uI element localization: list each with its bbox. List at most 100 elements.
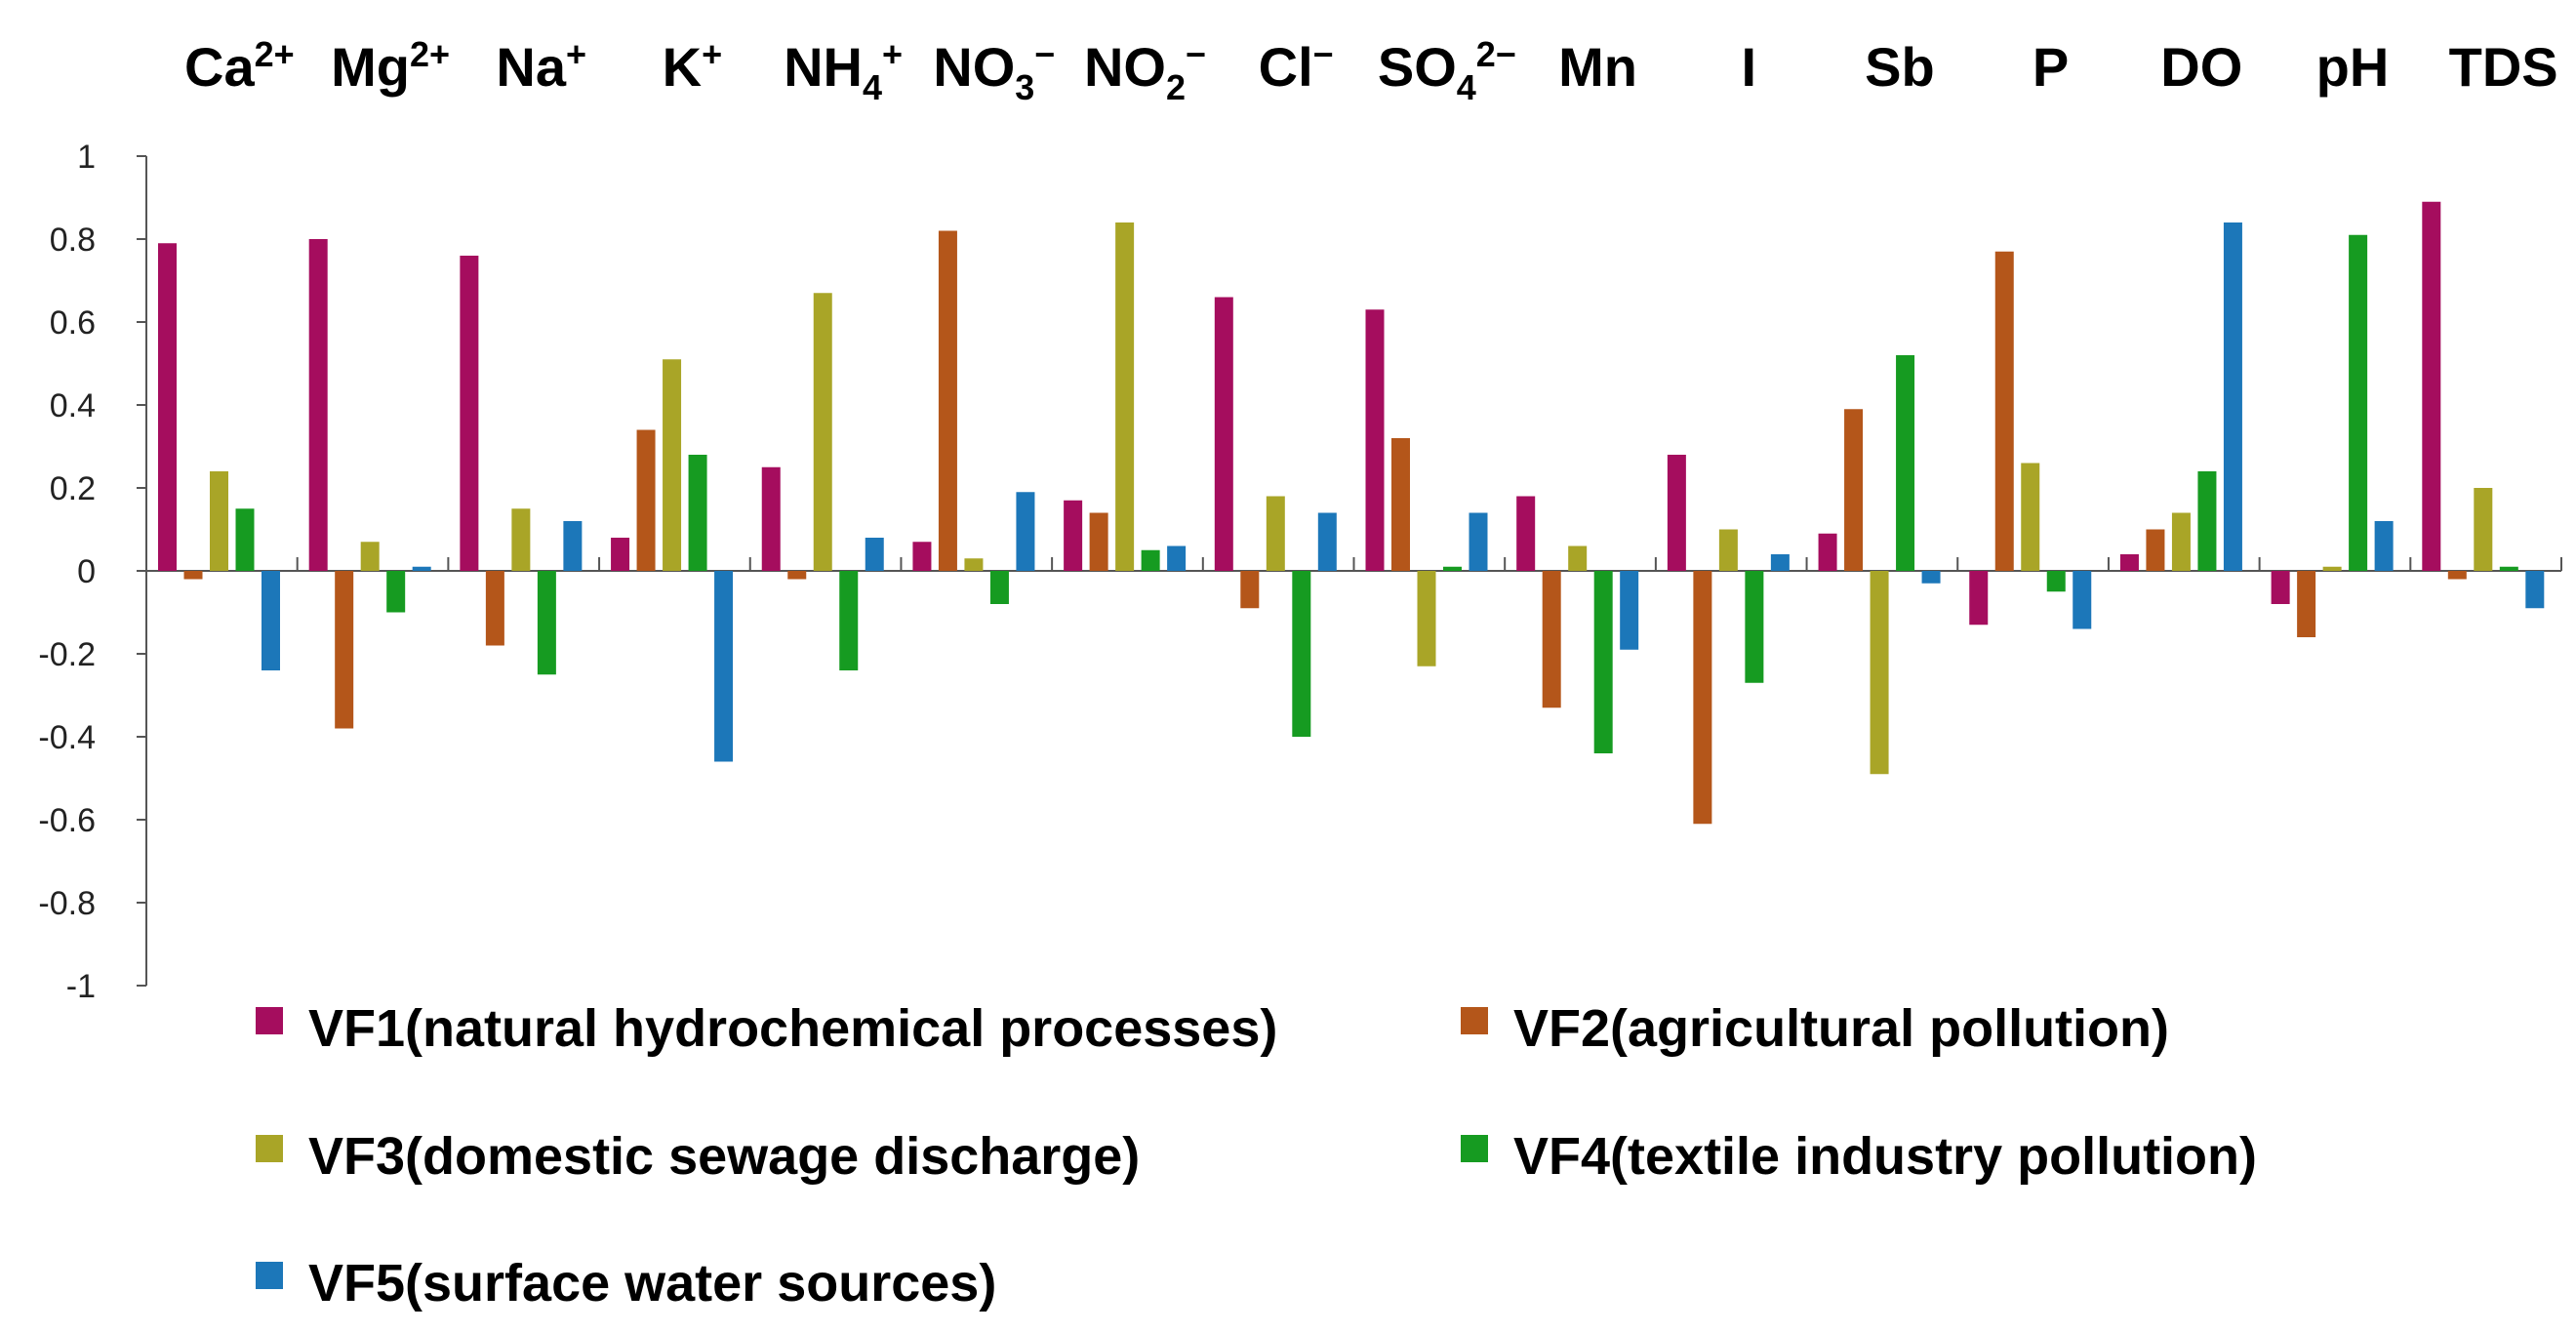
bar-vf4-tds — [2499, 566, 2518, 571]
y-tick-label: -0.2 — [38, 636, 96, 673]
bar-vf3-no2 — [1115, 222, 1135, 571]
bar-vf2-cl — [1240, 571, 1260, 609]
category-label-ca: Ca2+ — [184, 34, 295, 98]
bar-vf2-i — [1693, 571, 1712, 825]
bar-vf4-mn — [1593, 571, 1613, 753]
bar-vf4-nh4 — [839, 571, 859, 670]
bar-vf2-na — [485, 571, 504, 646]
bar-vf5-mg — [412, 566, 431, 571]
category-label-no2: NO2− — [1084, 34, 1206, 107]
bar-vf5-k — [714, 571, 734, 762]
bar-vf2-nh4 — [787, 571, 807, 580]
bars — [158, 201, 2545, 825]
bar-vf2-ph — [2297, 571, 2316, 637]
category-labels: Ca2+ Mg2+ Na+ K+ NH4+ NO3− NO2− Cl− SO42− Mn I Sb P D… — [184, 34, 2558, 107]
bar-vf1-cl — [1214, 297, 1233, 571]
bar-vf1-tds — [2422, 201, 2441, 571]
bar-vf2-ca — [183, 571, 203, 580]
y-axis: 1 0.8 0.6 0.4 0.2 0 -0.2 -0.4 -0.6 -0.8 -1 — [38, 139, 147, 1005]
legend-label-vf2: VF2(agricultural pollution) — [1513, 999, 2169, 1058]
category-label-ph: pH — [2316, 36, 2390, 98]
bar-vf5-sb — [1921, 571, 1941, 584]
bar-vf5-p — [2073, 571, 2092, 629]
bar-vf3-k — [663, 359, 682, 571]
bar-vf5-mn — [1620, 571, 1639, 650]
legend-swatch-vf4 — [1461, 1135, 1488, 1162]
bar-vf5-so4 — [1469, 512, 1488, 571]
legend-item-vf3: VF3(domestic sewage discharge) — [256, 1127, 1140, 1186]
bar-vf4-ph — [2349, 234, 2368, 571]
legend: VF1(natural hydrochemical processes) VF2(… — [256, 999, 2257, 1313]
bar-vf5-i — [1770, 554, 1790, 571]
y-tick-label: 1 — [77, 139, 96, 176]
bar-vf4-i — [1745, 571, 1764, 683]
bar-vf4-ca — [235, 508, 255, 571]
bar-vf2-k — [636, 429, 656, 571]
bar-vf1-mg — [308, 239, 328, 571]
bar-vf4-na — [537, 571, 556, 675]
legend-item-vf5: VF5(surface water sources) — [256, 1254, 996, 1313]
bar-vf4-no3 — [989, 571, 1009, 604]
legend-label-vf4: VF4(textile industry pollution) — [1513, 1127, 2257, 1186]
bar-vf1-no2 — [1064, 500, 1083, 571]
bar-vf3-i — [1718, 529, 1738, 571]
bar-vf1-nh4 — [761, 466, 781, 571]
y-tick-label: 0.8 — [50, 222, 96, 259]
bar-vf3-cl — [1266, 496, 1285, 571]
legend-swatch-vf2 — [1461, 1007, 1488, 1034]
bar-vf3-do — [2171, 512, 2191, 571]
bar-vf1-na — [460, 256, 479, 571]
legend-label-vf5: VF5(surface water sources) — [308, 1254, 996, 1313]
bar-vf5-do — [2223, 222, 2242, 571]
bar-vf3-nh4 — [813, 293, 832, 571]
bar-vf1-do — [2119, 554, 2139, 571]
legend-swatch-vf3 — [256, 1135, 283, 1162]
bar-vf4-so4 — [1443, 566, 1462, 571]
bar-vf5-no3 — [1016, 492, 1035, 571]
category-label-nh4: NH4+ — [784, 34, 903, 107]
bar-vf3-sb — [1870, 571, 1889, 775]
legend-swatch-vf1 — [256, 1007, 283, 1034]
bar-vf1-i — [1667, 455, 1686, 571]
bar-vf5-nh4 — [865, 538, 884, 571]
bar-vf3-ca — [210, 471, 228, 571]
category-label-do: DO — [2160, 36, 2242, 98]
bar-vf4-no2 — [1141, 549, 1160, 571]
bar-vf3-na — [511, 508, 531, 571]
bar-vf1-so4 — [1365, 309, 1385, 571]
category-label-cl: Cl− — [1259, 34, 1334, 98]
y-tick-label: -0.8 — [38, 885, 96, 922]
bar-vf4-mg — [386, 571, 406, 613]
y-tick-label: 0.6 — [50, 304, 96, 342]
bar-vf5-na — [563, 521, 583, 571]
y-tick-label: 0.4 — [50, 387, 96, 424]
category-label-p: P — [2033, 36, 2069, 98]
y-tick-label: 0.2 — [50, 470, 96, 507]
bar-vf3-ph — [2322, 566, 2342, 571]
y-tick-label: -0.6 — [38, 802, 96, 839]
category-label-so4: SO42− — [1378, 34, 1516, 107]
bar-vf5-ph — [2374, 521, 2394, 571]
y-tick-label: -0.4 — [38, 719, 96, 756]
bar-vf2-no3 — [938, 230, 957, 571]
bar-vf4-cl — [1292, 571, 1311, 737]
category-label-no3: NO3− — [933, 34, 1055, 107]
bar-vf2-tds — [2447, 571, 2467, 580]
bar-vf5-cl — [1317, 512, 1337, 571]
category-label-i: I — [1741, 36, 1756, 98]
bar-vf3-mn — [1568, 545, 1588, 571]
category-label-na: Na+ — [496, 34, 586, 98]
bar-vf4-p — [2046, 571, 2066, 592]
bar-vf1-mn — [1516, 496, 1536, 571]
legend-label-vf1: VF1(natural hydrochemical processes) — [308, 999, 1277, 1058]
bar-vf1-k — [611, 538, 630, 571]
legend-label-vf3: VF3(domestic sewage discharge) — [308, 1127, 1140, 1186]
bar-vf4-sb — [1896, 355, 1915, 571]
bar-vf2-so4 — [1391, 438, 1410, 571]
legend-item-vf2: VF2(agricultural pollution) — [1461, 999, 2169, 1058]
bar-vf4-do — [2197, 471, 2217, 571]
category-label-mg: Mg2+ — [331, 34, 450, 98]
bar-vf1-ca — [158, 243, 177, 571]
bar-vf3-no3 — [964, 558, 984, 571]
